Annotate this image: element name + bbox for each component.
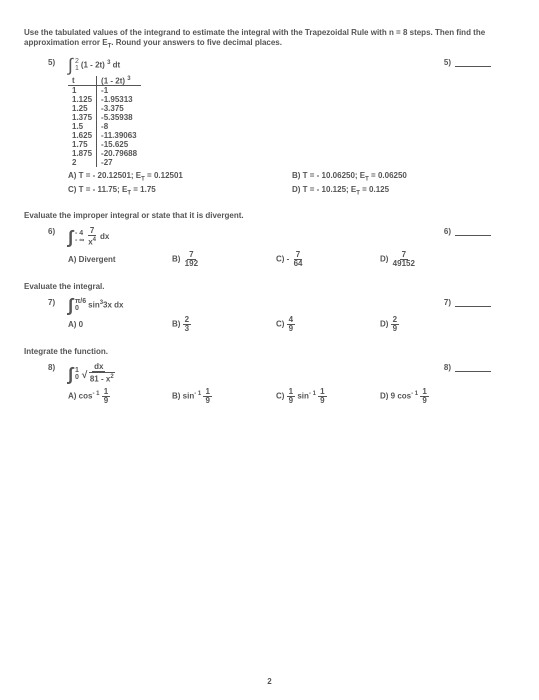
worksheet-page: Use the tabulated values of the integran… [0,0,539,700]
q6-answer-slot: 6) [444,227,491,236]
q5-instructions: Use the tabulated values of the integran… [24,28,515,52]
q7-head: Evaluate the integral. [24,282,515,292]
q6-choices: A) Divergent B) 7192 C) - 764 D) 749152 [68,251,515,268]
q5-table: t(1 - 2t) 3 1-1 1.125-1.95313 1.25-3.375… [68,76,141,168]
q8-choices: A) cos- 1 19 B) sin- 1 19 C) 19 sin- 1 1… [68,388,515,405]
q8: 8) 8) ∫ 10 dx 81 - x2 A) cos- 1 19 B) si… [24,363,515,405]
q5-number: 5) [48,58,55,67]
q5: 5) 5) ∫ 21 (1 - 2t) 3 dt t(1 - 2t) 3 1-1… [24,58,515,197]
page-number: 2 [0,677,539,686]
q7-answer-slot: 7) [444,298,491,307]
q8-answer-slot: 8) [444,363,491,372]
q6-head: Evaluate the improper integral or state … [24,211,515,221]
q8-number: 8) [48,363,55,372]
q7-choices: A) 0 B) 23 C) 49 D) 29 [68,316,515,333]
q5-choices: A) T = - 20.12501; ET = 0.12501 B) T = -… [68,171,515,196]
q7-number: 7) [48,298,55,307]
q5-answer-slot: 5) [444,58,491,67]
q6-number: 6) [48,227,55,236]
q8-head: Integrate the function. [24,347,515,357]
q6: 6) 6) ∫ - 4- ∞ 7x4 dx A) Divergent B) 71… [24,227,515,268]
q7: 7) 7) ∫ π/60 sin33x dx A) 0 B) 23 C) 49 … [24,298,515,333]
